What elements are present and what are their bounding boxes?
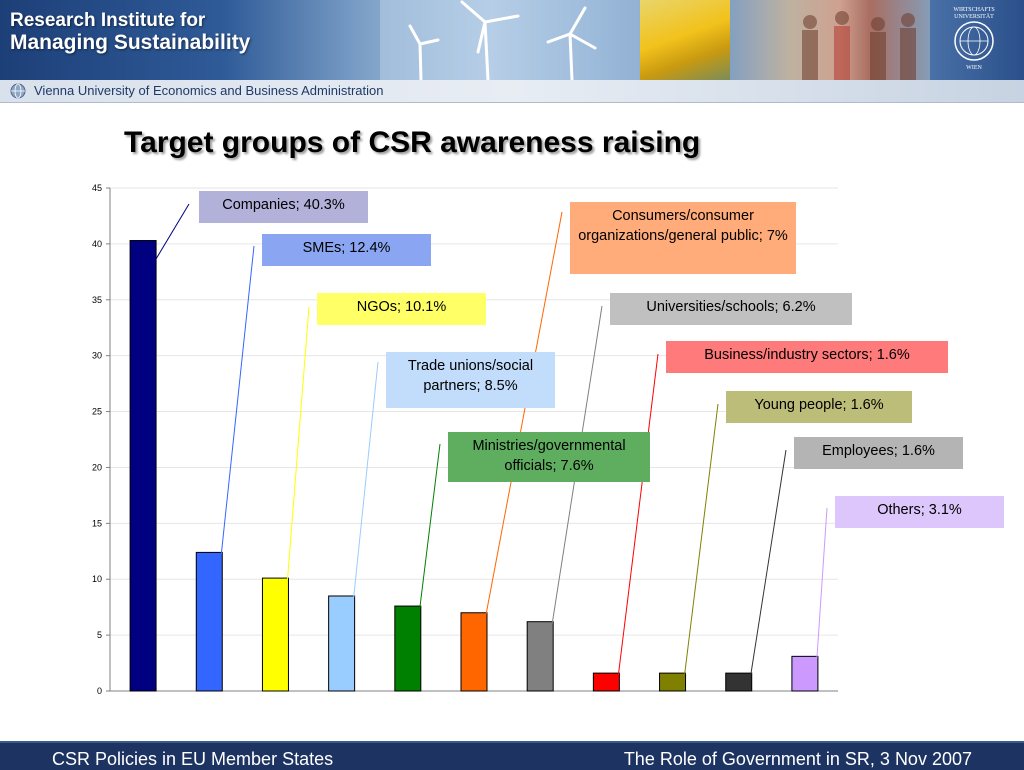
y-tick-label: 25 bbox=[92, 407, 102, 417]
data-label-11: Others; 3.1% bbox=[835, 496, 1004, 528]
y-axis-ticks: 0 5 10 15 20 25 30 35 40 45 bbox=[92, 183, 110, 696]
bar-chart: 0 5 10 15 20 25 30 35 40 45 bbox=[92, 183, 838, 696]
leader-line-8 bbox=[617, 353, 659, 676]
bar-8 bbox=[592, 672, 620, 692]
bar-1 bbox=[129, 240, 157, 692]
leader-line-11 bbox=[816, 507, 828, 659]
y-tick-label: 20 bbox=[92, 462, 102, 472]
label-leader-lines bbox=[154, 203, 828, 676]
footer-left-text: CSR Policies in EU Member States bbox=[52, 749, 334, 769]
bar-6 bbox=[460, 612, 488, 692]
globe-icon bbox=[10, 83, 26, 99]
institute-name-line2: Managing Sustainability bbox=[10, 31, 251, 54]
leader-line-5 bbox=[419, 443, 441, 609]
leader-line-10 bbox=[750, 449, 787, 676]
header-banner: Research Institute for Managing Sustaina… bbox=[0, 0, 1024, 80]
bar-7 bbox=[526, 621, 554, 692]
svg-text:UNIVERSITÄT: UNIVERSITÄT bbox=[954, 13, 994, 20]
institute-name-line1: Research Institute for bbox=[10, 10, 206, 31]
y-tick-label: 5 bbox=[97, 630, 102, 640]
leader-line-1 bbox=[154, 203, 190, 261]
data-label-4: Trade unions/social partners; 8.5% bbox=[386, 352, 555, 408]
data-label-7: Universities/schools; 6.2% bbox=[610, 293, 852, 325]
leader-line-6 bbox=[485, 211, 563, 615]
y-tick-label: 10 bbox=[92, 574, 102, 584]
data-label-2: SMEs; 12.4% bbox=[262, 234, 431, 266]
y-tick-label: 30 bbox=[92, 351, 102, 361]
svg-text:WIRTSCHAFTS: WIRTSCHAFTS bbox=[953, 7, 994, 13]
university-logo: WIRTSCHAFTS UNIVERSITÄT WIEN bbox=[938, 4, 1010, 72]
svg-text:WIEN: WIEN bbox=[966, 65, 982, 71]
data-label-9: Young people; 1.6% bbox=[726, 391, 912, 423]
students-figures bbox=[802, 11, 916, 80]
leader-line-9 bbox=[684, 403, 719, 676]
data-label-10: Employees; 1.6% bbox=[794, 437, 963, 469]
bar-3 bbox=[261, 577, 289, 692]
y-tick-label: 0 bbox=[97, 686, 102, 696]
building-photo bbox=[640, 0, 730, 80]
bar-2 bbox=[195, 551, 223, 692]
footer-right-text: The Role of Government in SR, 3 Nov 2007 bbox=[623, 749, 972, 769]
leader-line-4 bbox=[353, 361, 379, 599]
y-tick-label: 45 bbox=[92, 183, 102, 193]
y-tick-label: 15 bbox=[92, 518, 102, 528]
students-photo bbox=[730, 0, 930, 80]
university-name: Vienna University of Economics and Busin… bbox=[34, 83, 384, 98]
y-tick-label: 35 bbox=[92, 295, 102, 305]
footer-bar: CSR Policies in EU Member States The Rol… bbox=[0, 741, 1024, 770]
data-label-8: Business/industry sectors; 1.6% bbox=[666, 341, 948, 373]
bar-10 bbox=[725, 672, 753, 692]
leader-line-2 bbox=[220, 245, 255, 555]
wind-turbine-image bbox=[380, 0, 640, 80]
chart-bars bbox=[129, 240, 819, 692]
y-tick-label: 40 bbox=[92, 239, 102, 249]
university-bar: Vienna University of Economics and Busin… bbox=[0, 80, 1024, 103]
institute-name: Research Institute for Managing Sustaina… bbox=[10, 10, 250, 54]
leader-line-3 bbox=[286, 306, 310, 581]
university-seal-icon: WIRTSCHAFTS UNIVERSITÄT WIEN bbox=[953, 7, 994, 71]
bar-4 bbox=[328, 595, 356, 692]
bar-5 bbox=[394, 605, 422, 692]
data-label-1: Companies; 40.3% bbox=[199, 191, 368, 223]
bar-11 bbox=[791, 655, 819, 692]
slide-title: Target groups of CSR awareness raising bbox=[124, 126, 701, 159]
data-label-6: Consumers/consumer organizations/general… bbox=[570, 202, 796, 274]
data-label-5: Ministries/governmental officials; 7.6% bbox=[448, 432, 650, 482]
data-label-3: NGOs; 10.1% bbox=[317, 293, 486, 325]
bar-9 bbox=[659, 672, 687, 692]
